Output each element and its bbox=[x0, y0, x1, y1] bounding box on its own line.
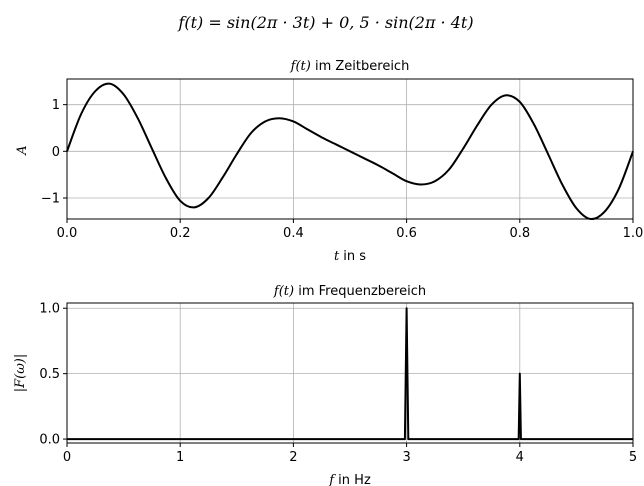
time-series-line bbox=[66, 82, 634, 221]
freq-xtick-label: 4 bbox=[516, 450, 524, 465]
time-xtick-label: 1.0 bbox=[623, 226, 644, 241]
freq-plot-xlabel-math: f bbox=[328, 473, 336, 486]
time-ytick-label: 0 bbox=[52, 145, 60, 160]
freq-plot-grid bbox=[66, 303, 634, 443]
time-ytick-label: −1 bbox=[41, 192, 60, 207]
freq-series-line bbox=[67, 307, 633, 441]
freq-xtick-label: 2 bbox=[289, 450, 297, 465]
freq-plot-xlabel-rest: in Hz bbox=[334, 473, 371, 486]
time-plot-title: f(t) im Zeitbereich bbox=[290, 59, 410, 74]
time-plot-title-rest: im Zeitbereich bbox=[311, 59, 409, 74]
time-plot-xlabel: t in s bbox=[334, 249, 366, 264]
time-ytick-label: 1 bbox=[52, 98, 60, 113]
freq-ytick-label: 1.0 bbox=[39, 302, 60, 317]
freq-xtick-label: 3 bbox=[402, 450, 410, 465]
time-xtick-label: 0.4 bbox=[283, 226, 304, 241]
freq-plot-title-math: f(t) bbox=[273, 284, 294, 299]
time-plot-xlabel-math: t bbox=[334, 249, 340, 264]
freq-xtick-label: 1 bbox=[176, 450, 184, 465]
time-plot-ticks: 0.0 0.2 0.4 0.6 0.8 1.0 1 0 −1 bbox=[41, 98, 644, 241]
freq-plot-ylabel: |F(ω)| bbox=[13, 354, 28, 393]
freq-plot-frame bbox=[66, 302, 634, 444]
freq-plot-ticks: 0 1 2 3 4 5 1.0 0.5 0.0 bbox=[39, 302, 637, 465]
freq-ytick-label: 0.0 bbox=[39, 433, 60, 448]
freq-xtick-label: 5 bbox=[629, 450, 637, 465]
figure-suptitle: f(t) = sin(2π · 3t) + 0, 5 · sin(2π · 4t… bbox=[177, 13, 473, 32]
time-plot-ylabel: A bbox=[15, 145, 30, 155]
time-xtick-label: 0.0 bbox=[57, 226, 78, 241]
time-plot-xlabel-rest: in s bbox=[339, 249, 366, 264]
frequency-domain-plot: f(t) im Frequenzbereich 0 1 2 3 4 51.00.50.0 … bbox=[13, 284, 637, 486]
time-plot-title-math: f(t) bbox=[290, 59, 311, 74]
time-xtick-label: 0.8 bbox=[509, 226, 530, 241]
time-domain-plot: f(t) im Zeitbereich 0.0 0.2 0.4 0.6 0.8 1.010… bbox=[15, 59, 643, 264]
freq-plot-series bbox=[67, 307, 633, 441]
time-xtick-label: 0.6 bbox=[396, 226, 417, 241]
freq-plot-title-rest: im Frequenzbereich bbox=[294, 284, 426, 299]
freq-plot-xlabel: f in Hz bbox=[328, 473, 371, 486]
time-xtick-label: 0.2 bbox=[170, 226, 191, 241]
time-plot-series bbox=[66, 82, 634, 221]
freq-plot-title: f(t) im Frequenzbereich bbox=[273, 284, 426, 299]
freq-ytick-label: 0.5 bbox=[39, 367, 60, 382]
time-plot-frame bbox=[66, 78, 634, 220]
freq-xtick-label: 0 bbox=[63, 450, 71, 465]
